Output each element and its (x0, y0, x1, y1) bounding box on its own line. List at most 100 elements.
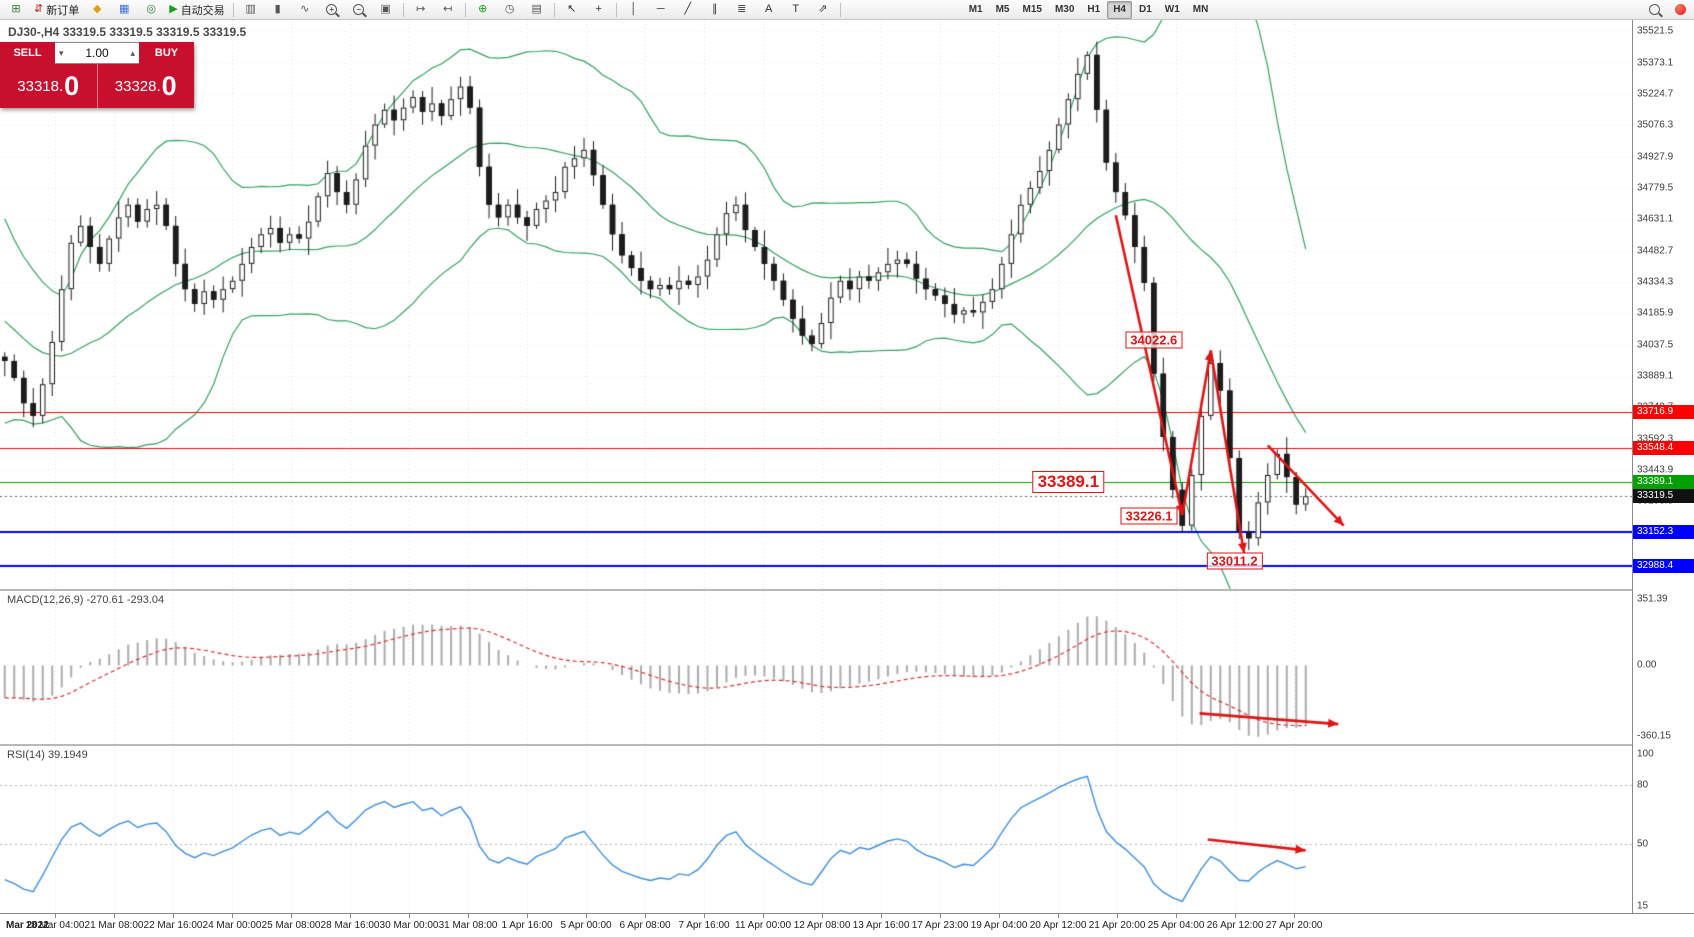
time-axis-tick (409, 914, 410, 918)
notification-badge-icon[interactable] (1675, 4, 1686, 15)
timeframe-h1-button[interactable]: H1 (1087, 4, 1101, 15)
time-axis-label: 5 Apr 00:00 (560, 920, 612, 931)
price-annotation[interactable]: 34022.6 (1125, 331, 1183, 349)
new-chart-icon: ⊞ (11, 3, 21, 15)
time-axis-label: 25 Apr 04:00 (1147, 920, 1205, 931)
time-axis-tick (350, 914, 351, 918)
price-label: 35224.7 (1637, 88, 1674, 100)
equidistant-channel-button[interactable]: ∥ (702, 0, 728, 19)
time-axis-label: 13 Apr 16:00 (852, 920, 910, 931)
text-button[interactable]: A (756, 0, 782, 19)
price-label: 0.00 (1637, 659, 1657, 671)
volume-field[interactable]: ▾ 1.00 ▴ (55, 42, 139, 64)
metaeditor-icon: ◆ (92, 3, 102, 15)
macd-indicator-pane[interactable]: MACD(12,26,9) -270.61 -293.04 (0, 591, 1632, 744)
timeframe-mn-button[interactable]: MN (1192, 4, 1209, 15)
chart-candlesticks-button[interactable]: ▮ (265, 0, 291, 19)
auto-trading-label: 自动交易 (180, 4, 225, 17)
pane-separator[interactable] (0, 744, 1694, 746)
sell-button[interactable]: SELL (0, 42, 55, 64)
templates-button[interactable]: ▤ (524, 0, 550, 19)
search-button[interactable] (1641, 0, 1667, 19)
rsi-indicator-pane[interactable]: RSI(14) 39.1949 (0, 746, 1632, 913)
time-axis-label: 17 Apr 23:00 (911, 920, 969, 931)
macd-canvas[interactable] (0, 591, 1632, 744)
new-order-icon: ⇵ (34, 3, 44, 15)
cursor-icon: ↖ (567, 3, 577, 15)
time-axis[interactable]: Mar 2022 18 Mar 04:00 21 Mar 08:00 22 Mar 1… (0, 913, 1694, 937)
chart-line-icon: ∿ (300, 3, 310, 15)
periods-icon: ◷ (504, 3, 515, 15)
price-label: 34334.3 (1637, 276, 1674, 288)
buy-price[interactable]: 33328. 0 (96, 64, 194, 108)
time-axis-tick (586, 914, 587, 918)
volume-value[interactable]: 1.00 (85, 46, 109, 60)
horizontal-line-icon: ─ (656, 3, 665, 15)
timeframe-m1-button[interactable]: M1 (968, 4, 983, 15)
equidistant-channel-icon: ∥ (711, 3, 718, 15)
pane-separator[interactable] (0, 589, 1694, 591)
tile-windows-button[interactable]: ▣ (373, 0, 399, 19)
time-axis-label: 18 Mar 04:00 (25, 920, 85, 931)
price-axis[interactable]: 35521.5 35373.1 35224.7 35076.3 34927.9 34779… (1632, 20, 1694, 913)
price-label: 34185.9 (1637, 307, 1674, 319)
crosshair-button[interactable]: + (586, 0, 612, 19)
price-label: 34927.9 (1637, 151, 1674, 163)
price-label: 34037.5 (1637, 339, 1674, 351)
indicators-button[interactable]: ⊕ (470, 0, 496, 19)
terminal-window-icon: ▦ (119, 3, 130, 15)
new-order-button[interactable]: ⇵ 新订单 (30, 0, 83, 19)
new-chart-button[interactable]: ⊞ (3, 0, 29, 19)
price-annotation[interactable]: 33389.1 (1032, 470, 1105, 493)
price-annotation[interactable]: 33226.1 (1120, 507, 1178, 525)
terminal-window-button[interactable]: ▦ (111, 0, 137, 19)
buy-button[interactable]: BUY (139, 42, 194, 64)
volume-decrease-button[interactable]: ▾ (59, 47, 64, 58)
main-chart-pane[interactable]: DJ30-,H4 33319.5 33319.5 33319.5 33319.5… (0, 20, 1632, 589)
crosshair-icon: + (595, 3, 602, 15)
timeframe-m5-button[interactable]: M5 (995, 4, 1010, 15)
auto-scroll-button[interactable]: ↦ (408, 0, 434, 19)
trend-line-button[interactable]: ╱ (675, 0, 701, 19)
toolbar-separator (402, 2, 404, 17)
timeframe-h4-button[interactable]: H4 (1107, 0, 1132, 19)
vertical-line-button[interactable]: │ (621, 0, 647, 19)
fibonacci-button[interactable]: ≣ (729, 0, 755, 19)
periods-button[interactable]: ◷ (497, 0, 523, 19)
rsi-canvas[interactable] (0, 746, 1632, 913)
chart-shift-button[interactable]: ↤ (435, 0, 461, 19)
horizontal-line-button[interactable]: ─ (648, 0, 674, 19)
time-axis-month-label: Mar 2022 (6, 920, 49, 931)
chart-bars-button[interactable]: ▥ (238, 0, 264, 19)
time-axis-label: 25 Mar 08:00 (261, 920, 321, 931)
time-axis-tick (1058, 914, 1059, 918)
new-order-label: 新订单 (46, 4, 80, 17)
arrows-tool-button[interactable]: ⇗ (810, 0, 836, 19)
main-toolbar: ⊞ ⇵ 新订单 ◆ ▦ ◎ ▶ 自动交易 ▥ ▮ ∿ + − ▣ ↦ ↤ ⊕ ◷ ▤ ↖ + │ ─ ╱ ∥ ≣ A T ⇗ M1 M5 M1… (0, 0, 1694, 20)
timeframe-w1-button[interactable]: W1 (1164, 4, 1180, 15)
chart-window: DJ30-,H4 33319.5 33319.5 33319.5 33319.5… (0, 20, 1694, 937)
time-axis-tick (527, 914, 528, 918)
auto-trading-button[interactable]: ▶ 自动交易 (165, 0, 228, 19)
price-label: 80 (1637, 779, 1649, 791)
one-click-trading-panel: SELL ▾ 1.00 ▴ BUY 33318. 0 33328. 0 (0, 42, 194, 108)
sell-price[interactable]: 33318. 0 (0, 64, 97, 108)
zoom-in-button[interactable]: + (319, 0, 345, 19)
templates-icon: ▤ (531, 3, 542, 15)
trend-line-icon: ╱ (684, 3, 691, 15)
price-annotation[interactable]: 33011.2 (1206, 552, 1263, 570)
timeframe-m30-button[interactable]: M30 (1054, 4, 1075, 15)
cursor-button[interactable]: ↖ (559, 0, 585, 19)
chart-line-button[interactable]: ∿ (292, 0, 318, 19)
volume-increase-button[interactable]: ▴ (130, 47, 135, 58)
price-chart-canvas[interactable] (0, 20, 1632, 589)
timeframe-d1-button[interactable]: D1 (1139, 4, 1152, 15)
text-label-button[interactable]: T (783, 0, 809, 19)
time-axis-tick (173, 914, 174, 918)
timeframe-m15-button[interactable]: M15 (1022, 4, 1042, 15)
zoom-out-button[interactable]: − (346, 0, 372, 19)
strategy-tester-button[interactable]: ◎ (138, 0, 164, 19)
sell-price-big-digit: 0 (64, 70, 80, 101)
metaeditor-button[interactable]: ◆ (84, 0, 110, 19)
fibonacci-icon: ≣ (737, 3, 747, 15)
